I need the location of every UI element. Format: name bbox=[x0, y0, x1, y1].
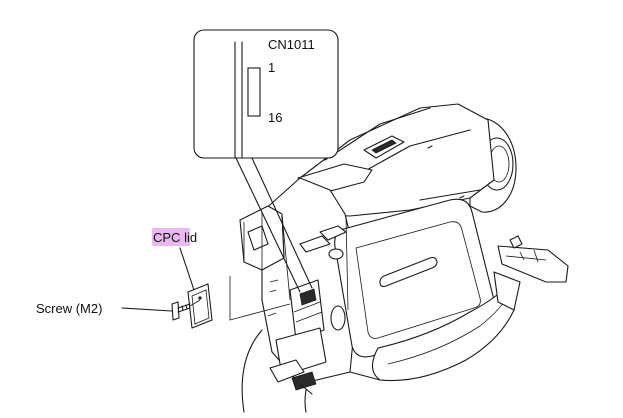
callout-leader-1 bbox=[235, 157, 301, 293]
body-edges bbox=[261, 212, 349, 317]
lower-base bbox=[299, 371, 381, 395]
cpc-lid-label: CPC lid bbox=[153, 230, 197, 245]
connector-callout: CN1011 1 16 bbox=[193, 29, 339, 293]
cpc-lid-inner bbox=[191, 289, 210, 325]
lower-cable-right bbox=[304, 389, 307, 413]
screw-shaft bbox=[177, 303, 191, 313]
lower-cable-left bbox=[241, 329, 263, 413]
screw-to-lid-line bbox=[189, 299, 201, 307]
screw-part: Screw (M2) bbox=[36, 299, 201, 321]
cpc-connector-pins bbox=[299, 288, 317, 306]
cpc-label-highlight bbox=[152, 228, 190, 246]
screw-icon bbox=[171, 301, 180, 321]
fold-out-lid bbox=[497, 245, 569, 283]
connector-label: CN1011 bbox=[268, 37, 315, 52]
lower-plug-2 bbox=[291, 371, 317, 391]
cpc-lid-part: CPC lid bbox=[152, 228, 213, 329]
cpc-lid-label-suffix: lid bbox=[180, 230, 197, 245]
lcd-panel-inner bbox=[355, 221, 481, 339]
cpc-lid-leader bbox=[179, 247, 195, 291]
screw-label: Screw (M2) bbox=[36, 301, 102, 316]
side-dial bbox=[328, 248, 344, 260]
side-button-1 bbox=[299, 235, 331, 253]
callout-box bbox=[193, 29, 339, 159]
cpc-recess bbox=[289, 279, 325, 341]
cpc-lid-label-prefix: CPC bbox=[153, 230, 180, 245]
callout-leader-2 bbox=[251, 157, 313, 289]
eyepiece-window bbox=[247, 225, 269, 251]
cpc-recess-detail bbox=[293, 301, 323, 323]
cpc-lid bbox=[187, 283, 213, 329]
lcd-slot bbox=[379, 256, 438, 288]
top-button-slot bbox=[371, 139, 397, 154]
lower-plug bbox=[269, 359, 305, 383]
side-knob bbox=[330, 305, 346, 331]
fold-out-lid-detail bbox=[505, 249, 547, 263]
fold-out-lid-tab bbox=[509, 235, 523, 249]
callout-connector bbox=[247, 67, 261, 117]
side-handle bbox=[493, 271, 521, 311]
cpc-lead-line bbox=[229, 276, 291, 321]
pin-first-label: 1 bbox=[268, 60, 275, 75]
cpc-lid-hole bbox=[198, 296, 202, 300]
screw-leader bbox=[121, 307, 173, 312]
grip-strap-edge bbox=[387, 297, 507, 365]
pin-last-label: 16 bbox=[268, 110, 282, 125]
